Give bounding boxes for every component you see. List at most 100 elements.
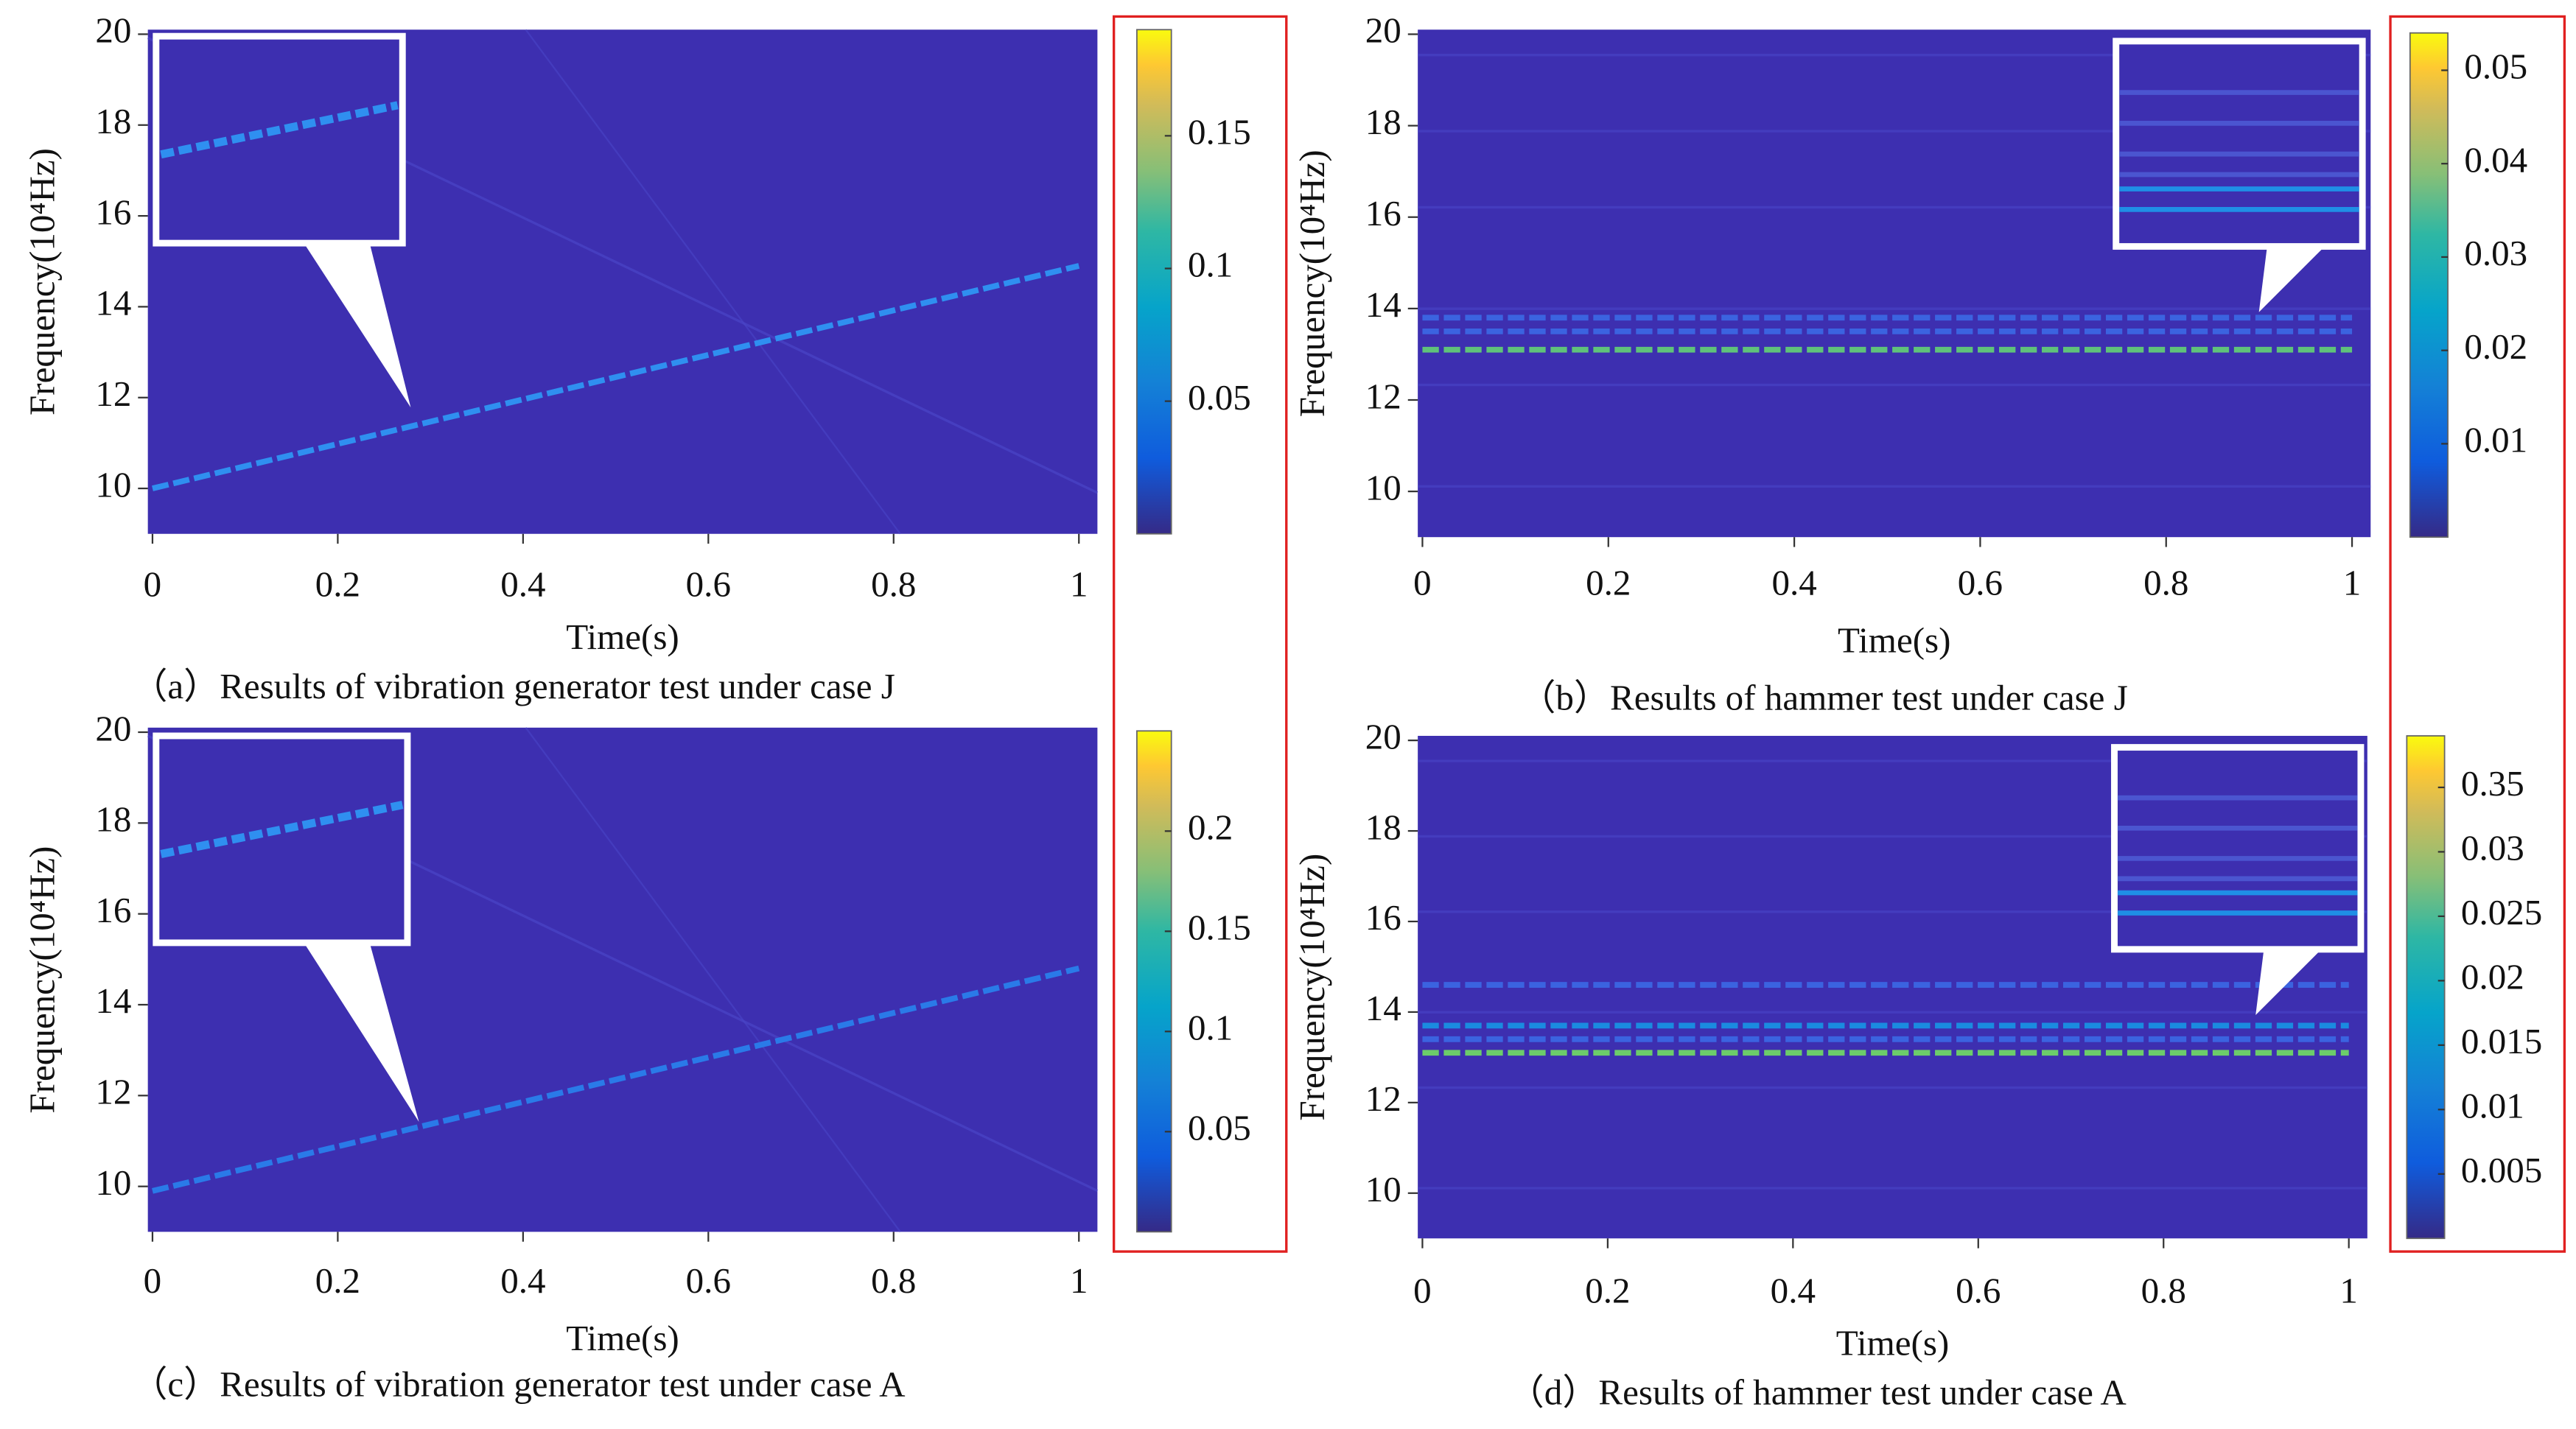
x-tick-label: 0.6 bbox=[686, 564, 731, 605]
colorbar-tick-label: 0.015 bbox=[2461, 1021, 2542, 1061]
x-axis-label: Time(s) bbox=[566, 617, 679, 657]
y-tick-label: 10 bbox=[1365, 1169, 1401, 1209]
faint-ridge bbox=[525, 29, 901, 535]
panels: 0 0.2 0.4 0.6 0.8 1101214161820Time(s)Frequen… bbox=[22, 10, 2543, 1413]
x-tick-label: 0.2 bbox=[315, 1260, 360, 1301]
x-tick-label: 0.8 bbox=[2141, 1270, 2186, 1310]
x-tick-label: 0.8 bbox=[871, 564, 916, 605]
y-tick-label: 16 bbox=[95, 192, 131, 232]
x-tick-label: 0.4 bbox=[500, 564, 545, 605]
x-tick-label: 0 bbox=[1413, 562, 1432, 603]
colorbar-tick-label: 0.05 bbox=[1188, 377, 1251, 418]
y-tick-label: 20 bbox=[1365, 716, 1401, 756]
y-tick-label: 18 bbox=[1365, 102, 1401, 142]
y-tick-label: 12 bbox=[95, 1072, 131, 1112]
inset bbox=[2111, 744, 2365, 953]
colorbar-tick-label: 0.15 bbox=[1188, 907, 1251, 948]
x-tick-label: 1 bbox=[2339, 1270, 2358, 1310]
panel: 0 0.2 0.4 0.6 0.8 1 10 12 14 16 18 20 Time(s) Frequen… bbox=[1292, 10, 2527, 718]
panel: 0 0.2 0.4 0.6 0.8 1 10 12 14 16 18 20 Time(s) Frequen… bbox=[1292, 716, 2542, 1412]
x-tick-label: 0.6 bbox=[1958, 562, 2003, 603]
y-tick-label: 14 bbox=[95, 980, 131, 1021]
y-tick-label: 14 bbox=[1365, 988, 1401, 1028]
x-tick-label: 0.4 bbox=[500, 1260, 545, 1301]
callout bbox=[2255, 949, 2322, 1016]
panel: 0 0.2 0.4 0.6 0.8 1 10 12 14 16 18 20 Time(s) Frequen… bbox=[22, 708, 1251, 1404]
colorbar-tick-label: 0.02 bbox=[2464, 326, 2527, 367]
y-tick-label: 12 bbox=[1365, 1078, 1401, 1119]
inset-ridge bbox=[160, 801, 404, 858]
y-tick-label: 14 bbox=[95, 283, 131, 323]
y-axis-label: Frequency(10⁴Hz) bbox=[1292, 854, 1332, 1121]
y-tick-label: 12 bbox=[1365, 376, 1401, 416]
x-tick-label: 0.4 bbox=[1771, 562, 1816, 603]
y-tick-label: 10 bbox=[95, 464, 131, 505]
y-tick-label: 16 bbox=[95, 890, 131, 930]
colorbar-tick-label: 0.05 bbox=[2464, 46, 2527, 87]
caption: （c）Results of vibration generator test u… bbox=[131, 1363, 906, 1404]
panel: 0 0.2 0.4 0.6 0.8 1 10 12 14 16 18 20 Time(s) Frequen… bbox=[22, 10, 1251, 706]
y-tick-label: 14 bbox=[1365, 284, 1401, 325]
colorbar-tick-label: 0.35 bbox=[2461, 763, 2524, 804]
x-tick-label: 1 bbox=[2343, 562, 2362, 603]
y-tick-label: 20 bbox=[95, 708, 131, 748]
y-tick-label: 18 bbox=[1365, 807, 1401, 847]
caption: （d）Results of hammer test under case A bbox=[1508, 1372, 2127, 1413]
colorbar-tick-label: 0.03 bbox=[2461, 828, 2524, 868]
colorbar bbox=[2409, 32, 2449, 538]
colorbar-tick-label: 0.2 bbox=[1188, 807, 1233, 848]
x-tick-label: 0.6 bbox=[686, 1260, 731, 1301]
colorbar-tick-label: 0.1 bbox=[1188, 1008, 1233, 1048]
y-tick-label: 18 bbox=[95, 101, 131, 141]
x-tick-label: 0 bbox=[144, 1260, 162, 1301]
highlight-box bbox=[1112, 15, 1288, 1253]
y-tick-label: 10 bbox=[95, 1162, 131, 1203]
y-tick-label: 16 bbox=[1365, 193, 1401, 234]
callout bbox=[304, 942, 419, 1122]
colorbar-tick-label: 0.01 bbox=[2464, 420, 2527, 460]
y-tick-label: 20 bbox=[95, 10, 131, 51]
ridge bbox=[152, 965, 1080, 1194]
x-tick-label: 0.4 bbox=[1771, 1270, 1816, 1310]
colorbar-tick-label: 0.05 bbox=[1188, 1108, 1251, 1148]
x-tick-label: 1 bbox=[1070, 564, 1088, 605]
x-axis-label: Time(s) bbox=[566, 1318, 679, 1358]
caption: （a）Results of vibration generator test u… bbox=[131, 666, 895, 706]
y-axis-label: Frequency(10⁴Hz) bbox=[22, 148, 63, 415]
colorbar-tick-label: 0.025 bbox=[2461, 892, 2542, 933]
colorbar-tick-label: 0.1 bbox=[1188, 245, 1233, 285]
x-axis-label: Time(s) bbox=[1836, 1323, 1950, 1363]
x-tick-label: 0 bbox=[144, 564, 162, 605]
callout bbox=[304, 243, 411, 408]
x-tick-label: 0.6 bbox=[1956, 1270, 2001, 1310]
colorbar bbox=[1135, 29, 1172, 535]
y-axis-label: Frequency(10⁴Hz) bbox=[1292, 150, 1332, 417]
x-tick-label: 1 bbox=[1070, 1260, 1088, 1301]
x-tick-label: 0.8 bbox=[2143, 562, 2188, 603]
y-tick-label: 16 bbox=[1365, 897, 1401, 938]
inset-ridge bbox=[160, 101, 399, 159]
colorbar bbox=[1135, 730, 1172, 1233]
x-axis-label: Time(s) bbox=[1838, 619, 1951, 660]
inset bbox=[153, 732, 411, 947]
y-axis-label: Frequency(10⁴Hz) bbox=[22, 846, 63, 1114]
colorbar-tick-label: 0.01 bbox=[2461, 1086, 2524, 1126]
x-tick-label: 0.8 bbox=[871, 1260, 916, 1301]
colorbar-tick-label: 0.02 bbox=[2461, 957, 2524, 997]
x-tick-label: 0.2 bbox=[1586, 562, 1631, 603]
x-tick-label: 0.2 bbox=[1585, 1270, 1630, 1310]
x-tick-label: 0.2 bbox=[315, 564, 360, 605]
faint-ridge bbox=[525, 727, 901, 1232]
y-tick-label: 12 bbox=[95, 373, 131, 414]
inset bbox=[153, 32, 406, 247]
y-tick-label: 18 bbox=[95, 799, 131, 840]
colorbar-tick-label: 0.04 bbox=[2464, 139, 2527, 180]
colorbar bbox=[2406, 735, 2446, 1240]
ridge bbox=[152, 263, 1080, 491]
caption: （b）Results of hammer test under case J bbox=[1519, 677, 2127, 717]
y-tick-label: 20 bbox=[1365, 10, 1401, 51]
y-tick-label: 10 bbox=[1365, 467, 1401, 508]
colorbar-tick-label: 0.005 bbox=[2461, 1150, 2542, 1190]
